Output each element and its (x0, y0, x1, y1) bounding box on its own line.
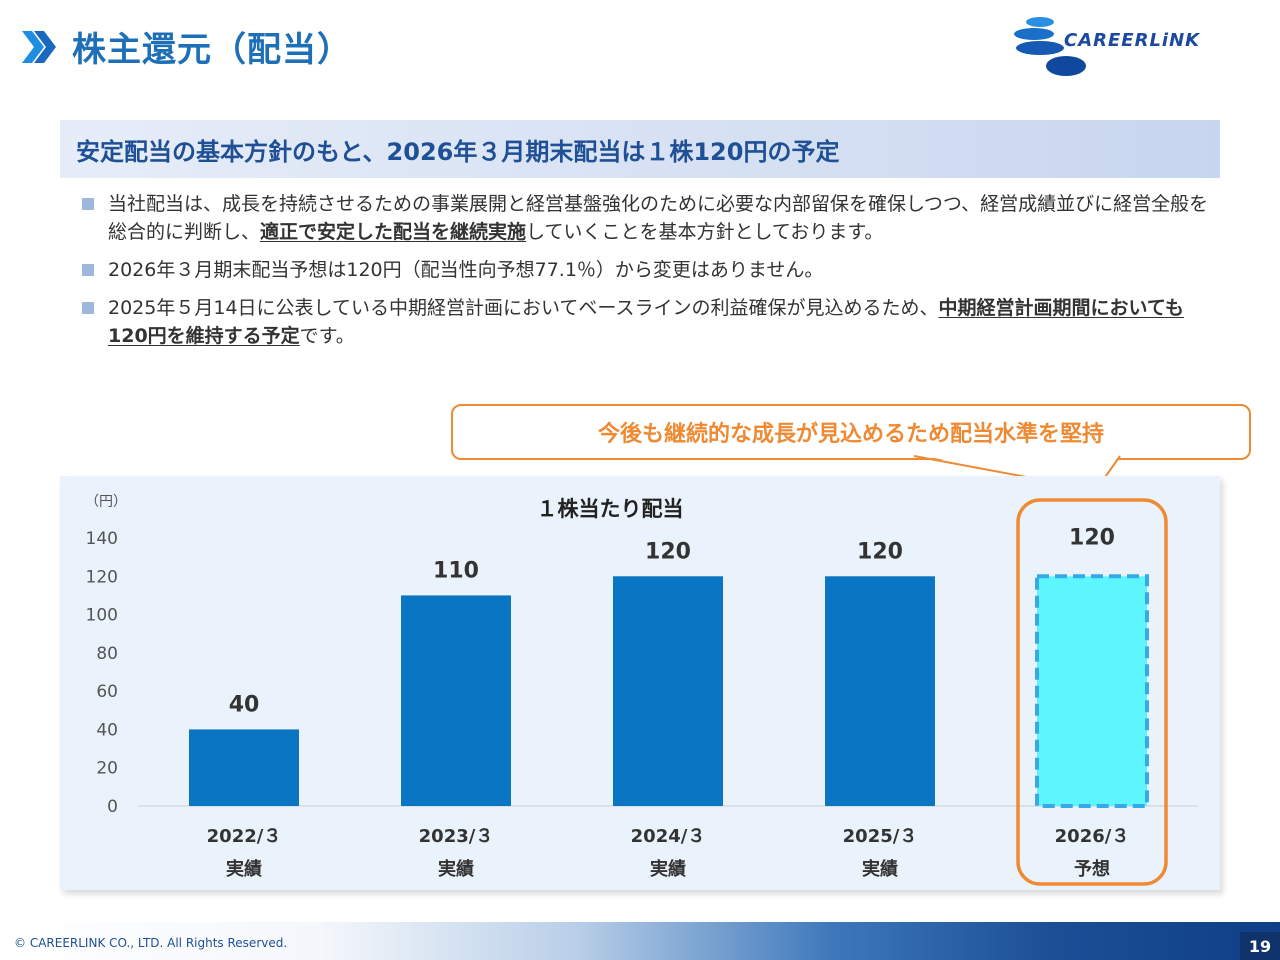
chart-title: １株当たり配当 (537, 497, 684, 521)
forecast-highlight-frame (1016, 498, 1168, 886)
x-sublabel: 実績 (438, 858, 474, 880)
y-tick-label: 100 (86, 606, 118, 626)
bullet-square-icon (82, 198, 94, 210)
bullet-square-icon (82, 302, 94, 314)
y-tick-label: 0 (107, 797, 118, 817)
y-tick-label: 60 (96, 682, 118, 702)
x-tick-label: 2024/３ (631, 826, 706, 847)
careerlink-logo: CAREERLiNK (1010, 14, 1230, 80)
x-sublabel: 実績 (650, 858, 686, 880)
headline-box: 安定配当の基本方針のもと、2026年３月期末配当は１株120円の予定 (60, 120, 1220, 178)
y-tick-label: 20 (96, 759, 118, 779)
double-chevron-icon (22, 30, 56, 63)
x-tick-label: 2022/３ (207, 826, 282, 847)
headline: 安定配当の基本方針のもと、2026年３月期末配当は１株120円の予定 (76, 137, 840, 166)
data-label: 120 (1069, 525, 1115, 550)
bullet-item: 当社配当は、成長を持続させるための事業展開と経営基盤強化のために必要な内部留保を… (82, 190, 1212, 246)
y-tick-label: 140 (86, 529, 118, 549)
bar (401, 595, 511, 806)
emphasis-text: 中期経営計画期間においても120円を維持する予定 (108, 297, 1184, 347)
data-label: 40 (229, 692, 260, 717)
bullet-text: 当社配当は、成長を持続させるための事業展開と経営基盤強化のために必要な内部留保を… (108, 193, 1209, 243)
bar-forecast (1035, 574, 1149, 808)
bullet-item: 2025年５月14日に公表している中期経営計画においてベースラインの利益確保が見… (82, 294, 1212, 350)
bullet-square-icon (82, 264, 94, 276)
y-tick-label: 40 (96, 720, 118, 740)
bullet-list: 当社配当は、成長を持続させるための事業展開と経営基盤強化のために必要な内部留保を… (82, 190, 1212, 360)
dividend-bar-chart: （円） １株当たり配当 0 20 40 60 80 100 120 140 40 2022/３ 実績 11… (85, 494, 1198, 886)
y-tick-label: 80 (96, 644, 118, 664)
copyright: © CAREERLINK CO., LTD. All Rights Reserv… (14, 936, 288, 950)
page-number: 19 (1240, 932, 1280, 960)
bar (825, 576, 935, 806)
bullet-text: 2025年５月14日に公表している中期経営計画においてベースラインの利益確保が見… (108, 297, 1184, 347)
callout-box: 今後も継続的な成長が見込めるため配当水準を堅持 (451, 404, 1251, 460)
x-sublabel: 実績 (226, 858, 262, 880)
x-sublabel: 実績 (862, 858, 898, 880)
y-axis-unit: （円） (85, 494, 127, 510)
x-tick-label: 2025/３ (843, 826, 918, 847)
footer-band (0, 922, 1280, 960)
y-tick-label: 120 (86, 567, 118, 587)
logo-text: CAREERLiNK (1064, 30, 1201, 51)
x-tick-label: 2023/３ (419, 826, 494, 847)
callout-text: 今後も継続的な成長が見込めるため配当水準を堅持 (597, 422, 1104, 447)
emphasis-text: 適正で安定した配当を継続実施 (260, 221, 527, 243)
bullet-text: 2026年３月期末配当予想は120円（配当性向予想77.1％）から変更はありませ… (108, 259, 824, 281)
x-tick-label: 2026/３ (1055, 826, 1130, 847)
data-label: 120 (645, 539, 691, 564)
data-label: 110 (433, 558, 479, 583)
bar (613, 576, 723, 806)
bullet-item: 2026年３月期末配当予想は120円（配当性向予想77.1％）から変更はありませ… (82, 256, 1212, 284)
bar (189, 729, 299, 806)
data-label: 120 (857, 539, 903, 564)
x-sublabel: 予想 (1074, 858, 1110, 880)
chart-panel: （円） １株当たり配当 0 20 40 60 80 100 120 140 40 2022/３ 実績 11… (60, 476, 1220, 890)
page-title: 株主還元（配当） (72, 30, 352, 70)
title-bar: 株主還元（配当） (22, 22, 352, 71)
